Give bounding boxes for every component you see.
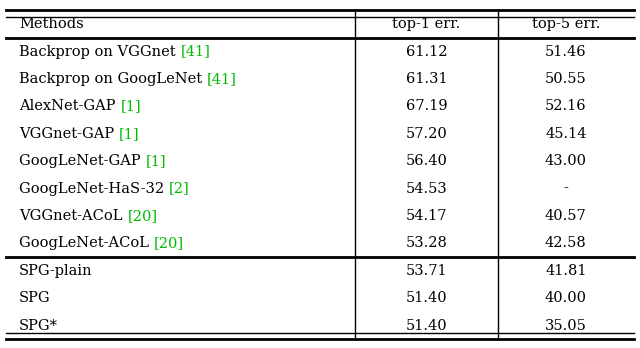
- Text: [20]: [20]: [127, 209, 157, 223]
- Text: 41.81: 41.81: [545, 264, 586, 278]
- Text: 51.46: 51.46: [545, 45, 587, 58]
- Text: 61.31: 61.31: [406, 72, 447, 86]
- Text: [1]: [1]: [120, 100, 141, 113]
- Text: AlexNet-GAP: AlexNet-GAP: [19, 100, 120, 113]
- Text: GoogLeNet-ACoL: GoogLeNet-ACoL: [19, 236, 154, 250]
- Text: 35.05: 35.05: [545, 319, 587, 333]
- Text: SPG-plain: SPG-plain: [19, 264, 93, 278]
- Text: Backprop on GoogLeNet: Backprop on GoogLeNet: [19, 72, 207, 86]
- Text: Methods: Methods: [19, 17, 84, 31]
- Text: VGGnet-GAP: VGGnet-GAP: [19, 127, 119, 141]
- Text: GoogLeNet-HaS-32: GoogLeNet-HaS-32: [19, 182, 169, 196]
- Text: 40.00: 40.00: [545, 291, 587, 305]
- Text: [1]: [1]: [145, 154, 166, 168]
- Text: 43.00: 43.00: [545, 154, 587, 168]
- Text: 67.19: 67.19: [406, 100, 447, 113]
- Text: 57.20: 57.20: [406, 127, 447, 141]
- Text: 53.71: 53.71: [406, 264, 447, 278]
- Text: [20]: [20]: [154, 236, 184, 250]
- Text: 56.40: 56.40: [406, 154, 447, 168]
- Text: [2]: [2]: [169, 182, 189, 196]
- Text: 54.17: 54.17: [406, 209, 447, 223]
- Text: [41]: [41]: [207, 72, 237, 86]
- Text: 53.28: 53.28: [406, 236, 447, 250]
- Text: 42.58: 42.58: [545, 236, 587, 250]
- Text: 51.40: 51.40: [406, 319, 447, 333]
- Text: GoogLeNet-GAP: GoogLeNet-GAP: [19, 154, 145, 168]
- Text: [41]: [41]: [180, 45, 211, 58]
- Text: 52.16: 52.16: [545, 100, 587, 113]
- Text: top-1 err.: top-1 err.: [392, 17, 461, 31]
- Text: 51.40: 51.40: [406, 291, 447, 305]
- Text: 50.55: 50.55: [545, 72, 587, 86]
- Text: SPG: SPG: [19, 291, 51, 305]
- Text: VGGnet-ACoL: VGGnet-ACoL: [19, 209, 127, 223]
- Text: -: -: [563, 182, 568, 196]
- Text: top-5 err.: top-5 err.: [532, 17, 600, 31]
- Text: 61.12: 61.12: [406, 45, 447, 58]
- Text: [1]: [1]: [119, 127, 140, 141]
- Text: SPG*: SPG*: [19, 319, 58, 333]
- Text: 54.53: 54.53: [406, 182, 447, 196]
- Text: Backprop on VGGnet: Backprop on VGGnet: [19, 45, 180, 58]
- Text: 45.14: 45.14: [545, 127, 586, 141]
- Text: 40.57: 40.57: [545, 209, 587, 223]
